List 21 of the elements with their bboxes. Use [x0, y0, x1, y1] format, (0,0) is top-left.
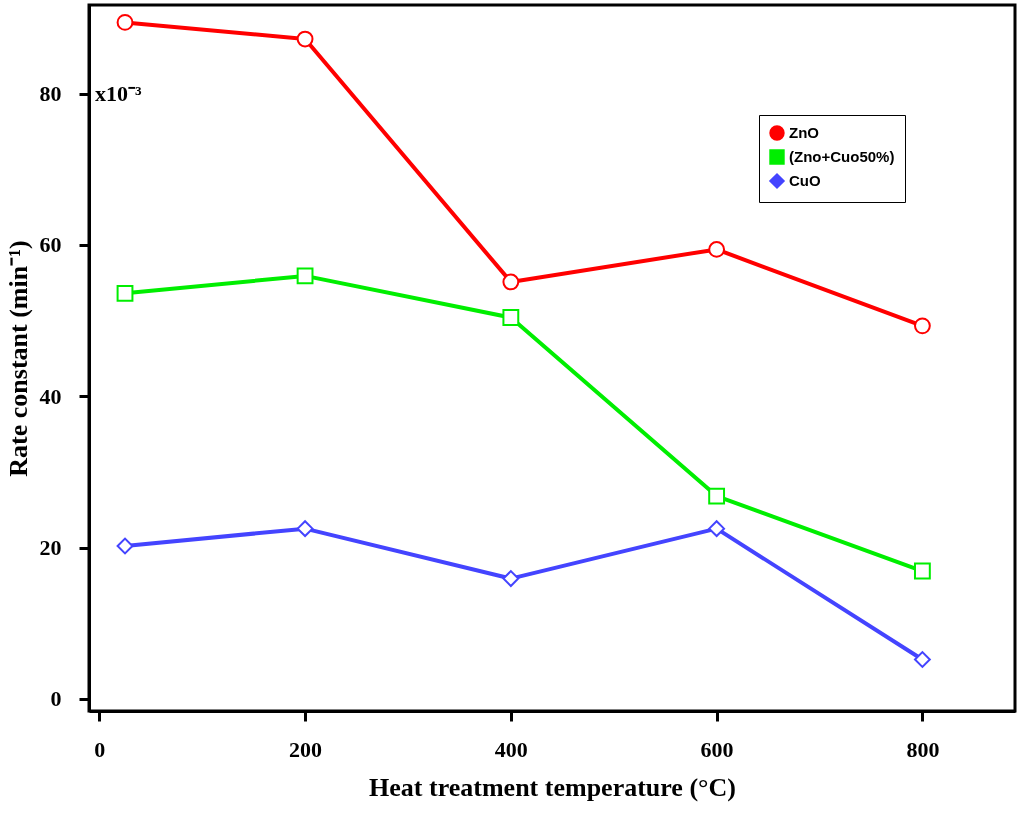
- point: [116, 14, 134, 31]
- x-tick-label: 200: [289, 736, 323, 762]
- y-tick-label: 0: [50, 686, 62, 712]
- x-tick-label: 400: [494, 736, 528, 762]
- x-tick-label: 0: [94, 736, 106, 762]
- point: [502, 273, 520, 291]
- y-tick-label: 20: [39, 535, 62, 561]
- annotation: x10⁻³: [95, 80, 142, 106]
- y-tick-label: 80: [39, 81, 62, 107]
- y-tick-label: 60: [39, 232, 62, 258]
- legend-label: CuO: [789, 172, 821, 189]
- legend-label: ZnO: [789, 124, 820, 141]
- x-axis-title: Heat treatment temperature (°C): [369, 772, 736, 802]
- point: [296, 30, 314, 48]
- x-tick-label: 600: [700, 736, 734, 762]
- point: [913, 317, 931, 335]
- y-tick-label: 40: [39, 383, 62, 409]
- x-tick-label: 800: [906, 736, 940, 762]
- legend-label: (Zno+Cuo50%): [789, 148, 895, 165]
- y-axis-title: Rate constant (min⁻¹): [3, 240, 33, 477]
- point: [708, 241, 726, 258]
